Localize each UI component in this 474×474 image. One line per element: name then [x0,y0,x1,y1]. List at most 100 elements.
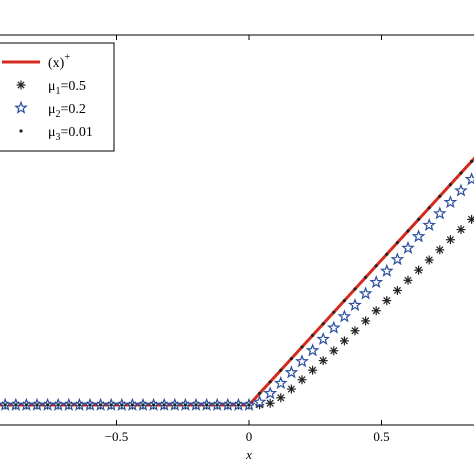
legend-asterisk [16,80,26,90]
dot-point [395,241,399,245]
asterisk-point [392,285,402,295]
dot-point [353,287,357,291]
x-axis-label: x [245,447,252,462]
star-point [454,183,468,197]
asterisk-point [265,398,275,408]
star-point [411,229,426,243]
asterisk-point [361,316,371,326]
dot-point [311,333,315,337]
asterisk-point [403,275,413,285]
star-point [305,343,320,357]
dot-point [141,403,145,407]
dot-point [364,275,368,279]
dot-point [173,403,177,407]
x-ticks: −0.5 0 0.5 [105,35,390,444]
legend-star-marker [14,100,28,114]
dot-point [374,264,378,268]
dot-point [99,403,103,407]
legend: (x)+ μ1=0.5 μ2=0.2 μ3=0.01 [0,42,115,152]
dot-point [130,403,134,407]
legend-star [14,100,28,114]
asterisk-point [308,365,318,375]
star-point [464,172,474,186]
dot-point [24,403,28,407]
star-point [326,320,341,334]
star-point [401,240,415,254]
star-point [252,394,267,408]
dot-point [406,229,410,233]
asterisk-point [318,356,328,366]
star-point [422,217,437,232]
series-layer [0,156,474,411]
dot-point [268,380,272,384]
star-point [369,275,384,289]
dot-point [183,403,187,407]
legend-dot [19,129,23,133]
star-point [358,286,373,300]
star-point [390,252,405,266]
legend-asterisk-marker [16,80,26,90]
asterisk-point [435,245,445,255]
plot-frame [0,34,474,426]
dot-point [247,403,251,407]
series-mu2 [0,172,474,411]
star-point [295,354,309,368]
dot-point [35,403,39,407]
star-point [273,376,288,390]
series-positive-part-line [0,156,474,407]
dot-point [342,299,346,303]
star-point [337,309,352,323]
asterisk-point [382,296,392,306]
star-point [284,365,299,379]
series-mu1 [0,214,474,410]
dot-point [215,403,219,407]
asterisk-point [371,306,381,316]
dot-point [289,357,293,361]
dot-point [152,403,156,407]
dot-point [77,403,81,407]
asterisk-point [286,384,296,394]
dot-point [226,403,230,407]
asterisk-point [456,225,466,235]
dot-point [109,403,113,407]
dot-point [459,171,463,175]
dot-point [88,403,92,407]
legend-entry-positive-part: (x)+ [48,52,70,71]
dot-point [162,403,166,407]
asterisk-point [445,235,455,245]
star-point [348,298,362,312]
dot-point [3,403,7,407]
star-point [316,331,331,346]
asterisk-point [297,375,307,385]
dot-point [236,403,240,407]
dot-point [56,403,60,407]
dot-point [385,252,389,256]
dot-point [438,194,442,198]
dot-point [321,322,325,326]
legend-dot-marker [19,129,23,133]
legend-entry-mu1: μ1=0.5 [48,79,86,97]
dot-point [417,217,421,221]
asterisk-point [424,255,434,265]
asterisk-point [276,393,286,403]
dot-point [300,345,304,349]
star-point [379,263,394,277]
dot-point [194,403,198,407]
legend-entry-mu3: μ3=0.01 [48,125,93,143]
series-mu3 [3,159,474,407]
dot-point [14,403,18,407]
x-tick-label: 0 [246,429,253,444]
dot-point [279,368,283,372]
dot-point [470,159,474,163]
legend-entry-mu2: μ2=0.2 [48,102,86,120]
star-point [443,195,458,209]
star-point [432,206,447,220]
asterisk-point [339,336,349,346]
star-point [263,386,278,400]
dot-point [427,206,431,210]
dot-point [205,403,209,407]
asterisk-point [329,346,339,356]
asterisk-point [350,326,360,336]
x-tick-label: 0.5 [373,429,389,444]
